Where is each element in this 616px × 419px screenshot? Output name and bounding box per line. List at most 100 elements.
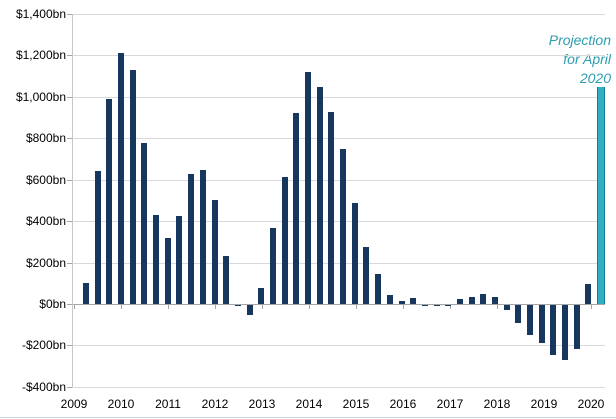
bar-2014-Q4 <box>340 148 347 304</box>
bar-2010-Q1 <box>118 53 125 304</box>
x-axis-tick <box>403 305 404 309</box>
x-axis-tick <box>497 305 498 309</box>
x-tick-label: 2019 <box>530 397 558 411</box>
x-tick-label: 2014 <box>295 397 323 411</box>
y-tick-label: $1,200bn <box>15 48 66 63</box>
x-axis-tick <box>450 305 451 309</box>
x-tick-label: 2010 <box>107 397 135 411</box>
gridline <box>72 262 605 264</box>
x-axis-tick <box>356 305 357 309</box>
bar-2011-Q2 <box>176 215 183 304</box>
y-tick-label: $400bn <box>25 214 66 229</box>
projection-annotation-line-2: for April <box>563 51 611 67</box>
x-axis-zero-line <box>72 304 605 305</box>
bar-2014-Q2 <box>316 86 323 304</box>
bar-2015-Q3 <box>375 273 382 304</box>
x-axis-tick <box>215 305 216 309</box>
x-axis-tick <box>262 305 263 309</box>
bar-2020-Q1 <box>585 284 592 304</box>
x-axis-tick <box>591 305 592 309</box>
y-tick-label: $800bn <box>25 131 66 146</box>
bar-2018-Q1 <box>492 296 498 304</box>
bar-2013-Q2 <box>269 228 276 304</box>
gridline <box>72 386 605 388</box>
bar-2011-Q3 <box>188 173 195 304</box>
bar-2017-Q1 <box>445 305 452 307</box>
bar-2018-Q3 <box>515 305 522 323</box>
bar-2016-Q1 <box>398 300 405 304</box>
y-tick-label: -$200bn <box>21 338 66 353</box>
gridline <box>72 221 605 223</box>
bar-2019-Q3 <box>562 305 569 360</box>
bar-2010-Q4 <box>153 214 160 304</box>
y-tick-label: $1,400bn <box>15 7 66 21</box>
bar-2011-Q4 <box>199 170 206 304</box>
bar-2018-Q2 <box>503 305 510 311</box>
gridline <box>72 179 605 181</box>
x-axis-tick <box>309 305 310 309</box>
gridline <box>72 14 605 15</box>
x-tick-label: 2013 <box>248 397 276 411</box>
bar-2015-Q4 <box>386 294 393 304</box>
y-axis-tick <box>67 96 72 98</box>
projection-annotation: Projection for April 2020 <box>549 31 611 88</box>
y-axis-tick <box>67 179 72 181</box>
bar-2012-Q2 <box>223 256 230 304</box>
x-axis-tick <box>168 305 169 309</box>
bar-2019-Q1 <box>538 305 545 344</box>
x-tick-label: 2018 <box>483 397 511 411</box>
bar-2014-Q3 <box>328 112 335 304</box>
bar-2014-Q1 <box>305 72 312 304</box>
x-axis-tick <box>121 305 122 309</box>
y-axis-tick <box>67 386 72 388</box>
gridline <box>72 55 605 57</box>
y-tick-label: $0bn <box>39 297 66 311</box>
y-tick-label: -$400bn <box>21 379 66 394</box>
bar-2010-Q3 <box>141 143 148 304</box>
gridline <box>72 96 605 98</box>
y-axis-tick <box>67 221 72 223</box>
x-tick-label: 2012 <box>201 397 229 411</box>
y-axis-line <box>72 14 73 387</box>
x-tick-label: 2009 <box>60 397 88 411</box>
bar-2015-Q2 <box>363 247 370 304</box>
y-axis-tick <box>67 304 72 305</box>
bar-2019-Q2 <box>550 305 557 355</box>
bar-2013-Q4 <box>293 113 300 304</box>
x-tick-label: 2020 <box>577 397 605 411</box>
y-axis-tick <box>67 262 72 264</box>
bar-2012-Q4 <box>246 305 253 316</box>
x-tick-label: 2017 <box>436 397 464 411</box>
y-tick-label: $1,000bn <box>15 89 66 104</box>
bar-2019-Q4 <box>573 305 580 349</box>
y-tick-label: $600bn <box>25 172 66 187</box>
bar-2016-Q2 <box>410 297 417 304</box>
y-axis-tick <box>67 14 72 15</box>
bar-2012-Q3 <box>234 305 241 307</box>
bar-2013-Q3 <box>281 176 288 304</box>
bar-2015-Q1 <box>351 202 358 304</box>
y-axis-tick <box>67 345 72 347</box>
projection-annotation-line-1: Projection <box>548 32 611 48</box>
bar-2009-Q2 <box>83 283 89 304</box>
page-bottom-border <box>0 417 616 418</box>
bar-2012-Q1 <box>211 200 218 304</box>
bar-2011-Q1 <box>164 237 171 304</box>
projection-annotation-line-3: 2020 <box>579 70 611 86</box>
y-axis-tick <box>67 55 72 57</box>
gridline <box>72 138 605 140</box>
gridline <box>72 345 605 347</box>
bar-2009-Q3 <box>94 171 101 304</box>
bar-2016-Q3 <box>421 305 428 306</box>
bar-2017-Q3 <box>468 296 475 304</box>
x-axis-tick <box>74 305 75 309</box>
bar-2017-Q2 <box>456 298 463 304</box>
x-tick-label: 2015 <box>342 397 370 411</box>
projection-bar <box>597 86 606 304</box>
bar-2017-Q4 <box>480 293 487 304</box>
bar-2018-Q4 <box>527 305 534 336</box>
bar-2016-Q4 <box>433 305 440 306</box>
bar-2010-Q2 <box>129 69 136 304</box>
y-axis-tick <box>67 138 72 140</box>
